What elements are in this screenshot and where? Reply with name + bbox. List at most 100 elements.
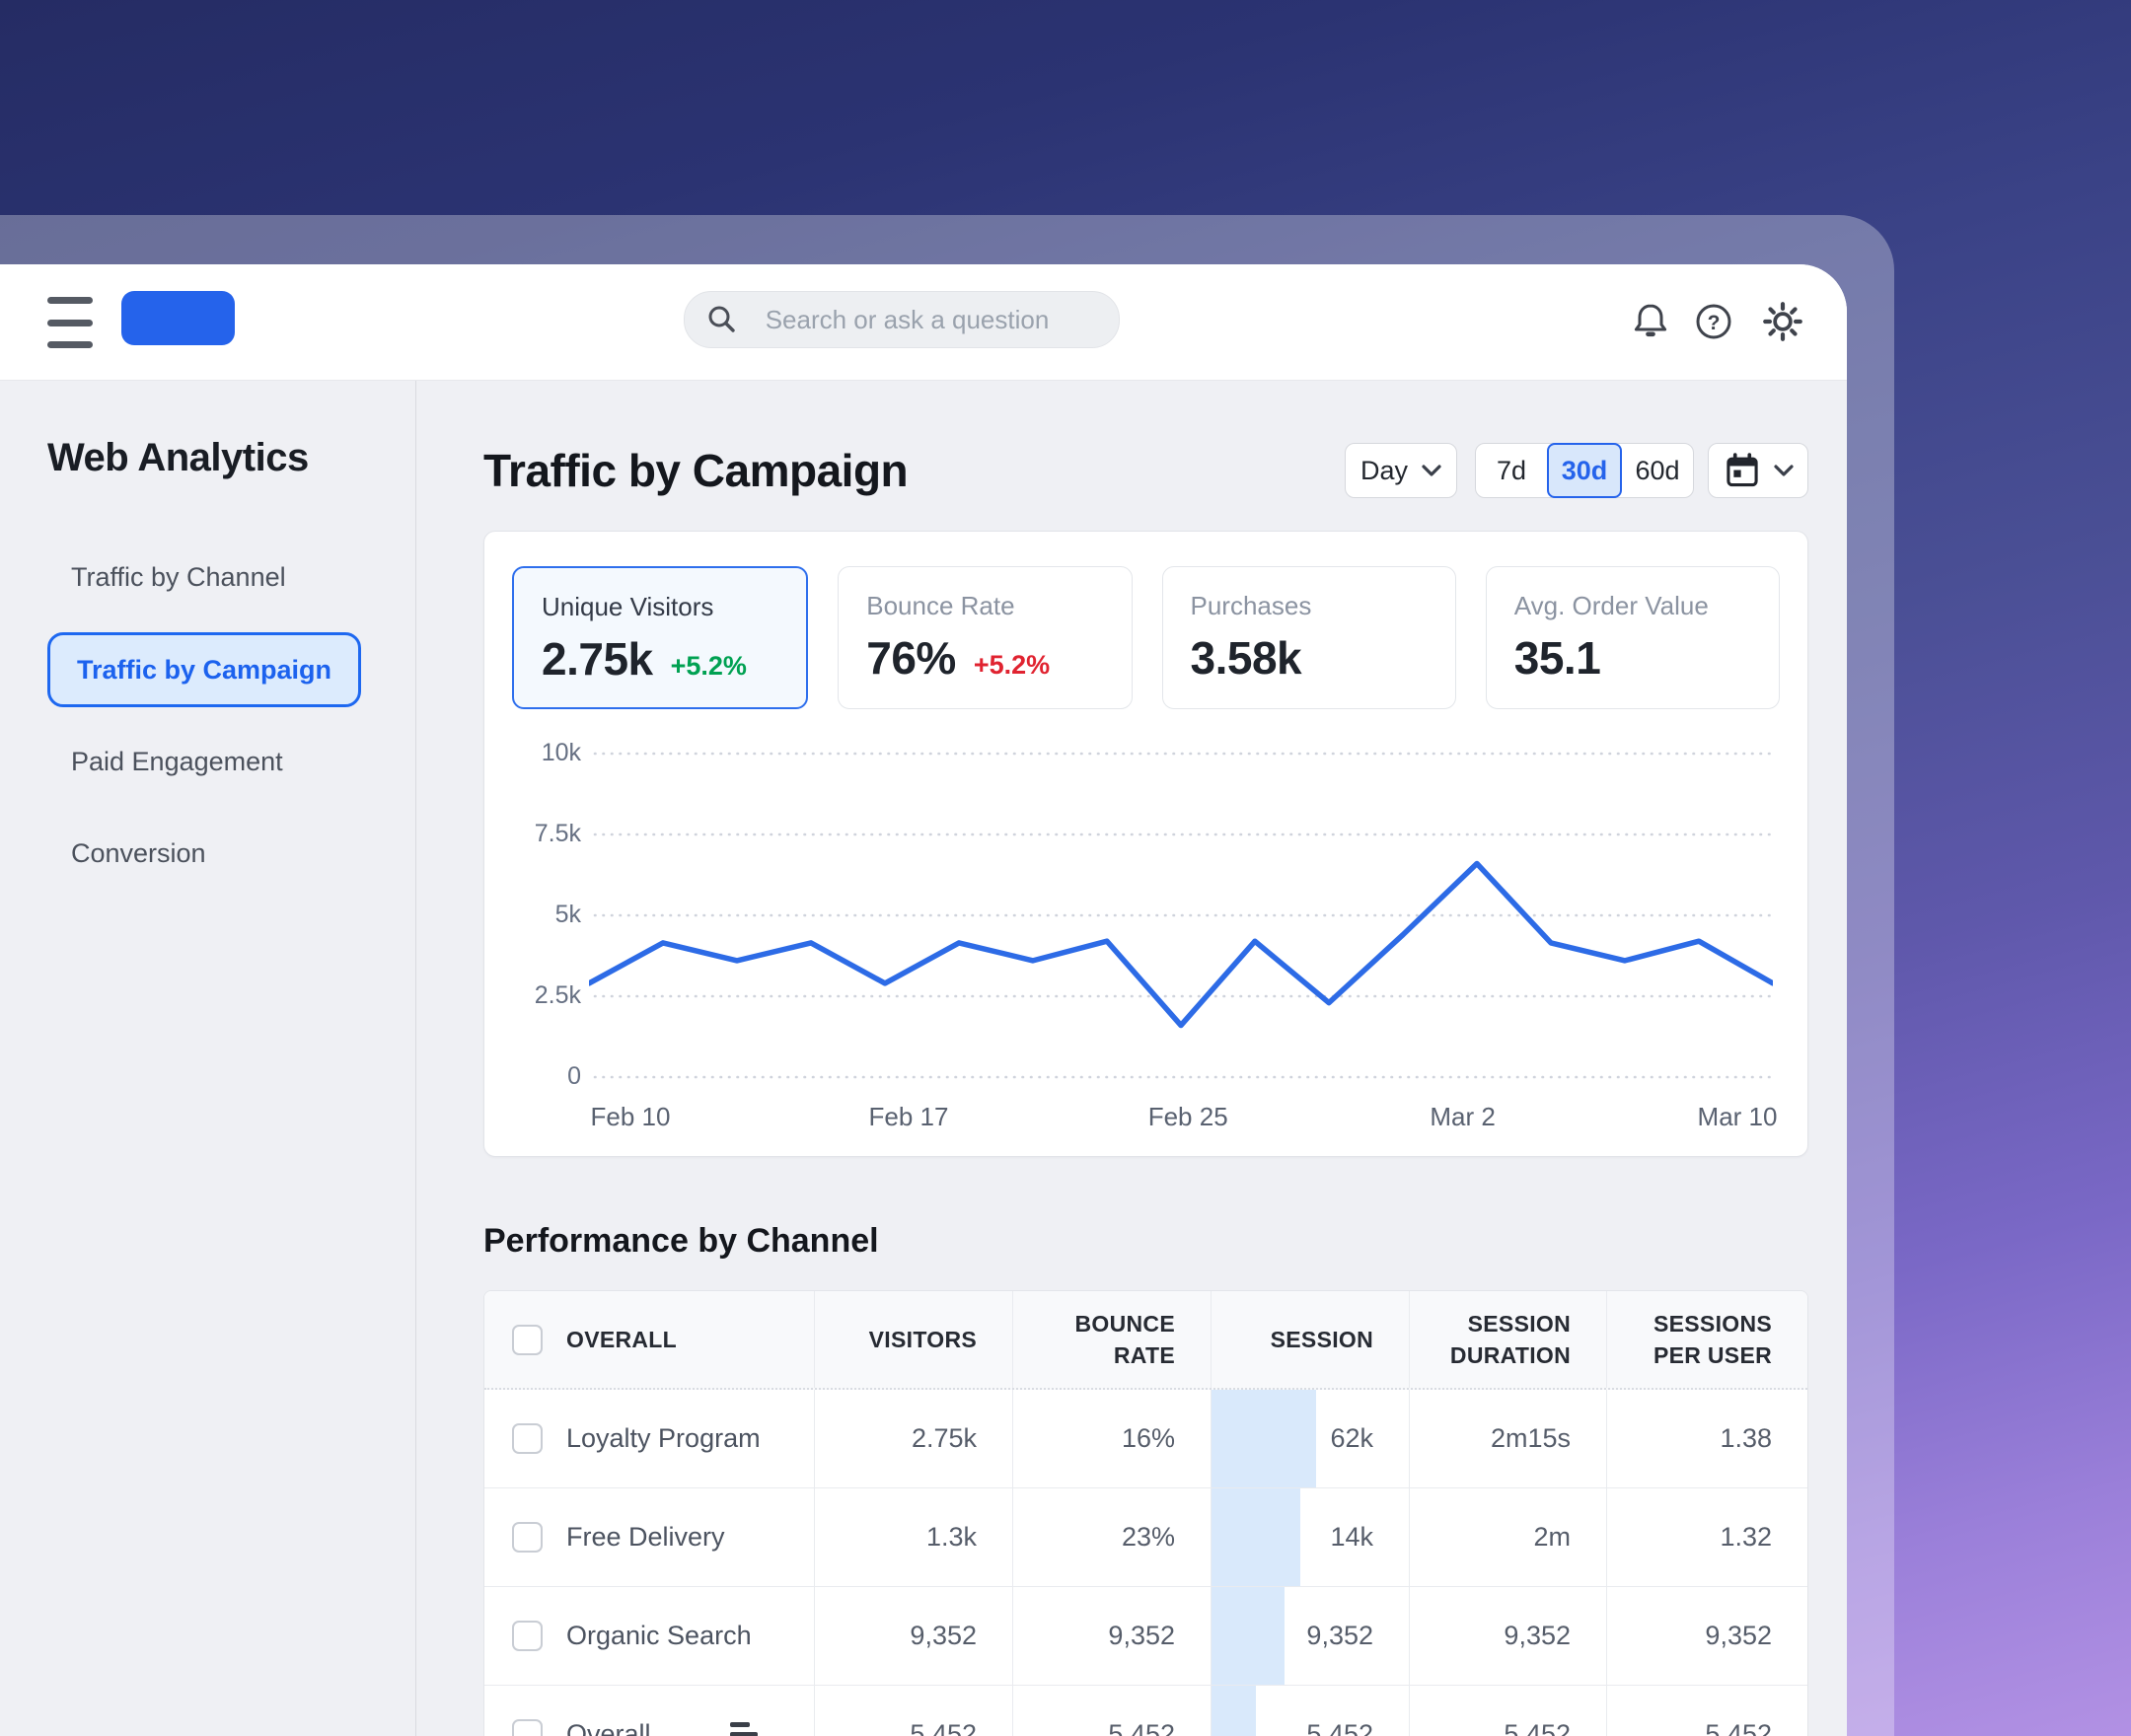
app-window: ? Web Analytics Traffic by ChannelTraffi… [0, 264, 1847, 1736]
sidebar-item-paid-engagement[interactable]: Paid Engagement [71, 747, 283, 776]
column-header-session[interactable]: SESSION [1211, 1291, 1409, 1388]
sessions-per-user-cell: 1.38 [1606, 1390, 1807, 1487]
traffic-chart-panel: Unique Visitors 2.75k +5.2% Bounce Rate 76% +… [483, 531, 1808, 1157]
search-input[interactable] [740, 303, 1128, 336]
column-header-label: OVERALL [566, 1326, 677, 1352]
metric-card-unique-visitors[interactable]: Unique Visitors 2.75k +5.2% [512, 566, 809, 709]
app-top-bar: ? [0, 264, 1847, 381]
session-duration-cell: 2m15s [1409, 1390, 1606, 1487]
row-checkbox[interactable] [512, 1423, 543, 1454]
y-axis-tick: 10k [541, 739, 581, 766]
visitors-cell: 9,352 [814, 1587, 1012, 1685]
menu-icon[interactable] [47, 297, 93, 348]
channel-cell: Organic Search [484, 1587, 814, 1685]
performance-table: OVERALL VISITORS BOUNCE RATE SESSION SESSION… [483, 1290, 1808, 1736]
metric-value: 35.1 [1513, 632, 1601, 684]
cell-value: 1.38 [1720, 1423, 1772, 1453]
sidebar-title: Web Analytics [47, 436, 309, 479]
metric-card-bounce-rate[interactable]: Bounce Rate 76% +5.2% [838, 566, 1133, 709]
column-header-label: SESSION [1270, 1326, 1373, 1352]
cell-value: 5,452 [1108, 1719, 1175, 1736]
app-content: Web Analytics Traffic by Channel Traffic … [0, 381, 1847, 1736]
x-axis-tick: Mar 2 [1430, 1102, 1496, 1131]
metric-label: Bounce Rate [866, 591, 1015, 620]
range-button-60d[interactable]: 60d [1635, 455, 1680, 485]
metric-cards: Unique Visitors 2.75k +5.2% Bounce Rate 76% +… [512, 566, 1780, 709]
sessions-per-user-cell: 5,452 [1606, 1686, 1807, 1736]
sidebar-item-conversion[interactable]: Conversion [71, 838, 206, 868]
channel-cell: Loyalty Program [484, 1390, 814, 1487]
cell-value: 2m15s [1490, 1423, 1571, 1453]
session-bar [1212, 1488, 1300, 1586]
column-header-bounce-rate[interactable]: BOUNCE RATE [1012, 1291, 1211, 1388]
table-row-loyalty-program[interactable]: Loyalty Program 2.75k 16% 62k 2m15s 1.38 [484, 1390, 1807, 1488]
metric-value: 3.58k [1190, 632, 1302, 684]
visitors-cell: 5,452 [814, 1686, 1012, 1736]
metric-card-avg-order-value[interactable]: Avg. Order Value 35.1 [1485, 566, 1780, 709]
table-row-overall[interactable]: Overall 5,452 5,452 5,452 5,452 5,452 [484, 1686, 1807, 1736]
help-button[interactable]: ? [1689, 297, 1738, 346]
sessions-per-user-cell: 1.32 [1606, 1488, 1807, 1586]
visitors-cell: 1.3k [814, 1488, 1012, 1586]
channel-cell: Free Delivery [484, 1488, 814, 1586]
range-button-7d[interactable]: 7d [1496, 455, 1527, 485]
cell-value: 5,452 [1705, 1719, 1772, 1736]
granularity-label: Day [1359, 455, 1408, 485]
row-checkbox[interactable] [512, 1719, 543, 1736]
cell-value: 5,452 [1306, 1719, 1373, 1736]
global-search[interactable] [684, 291, 1128, 348]
select-all-checkbox[interactable] [512, 1324, 543, 1355]
cell-value: 1.3k [925, 1522, 977, 1552]
cell-value: 23% [1121, 1522, 1175, 1552]
column-header-overall[interactable]: OVERALL [484, 1291, 814, 1388]
column-header-sessions-per-user[interactable]: SESSIONS PER USER [1606, 1291, 1807, 1388]
sessions-per-user-cell: 9,352 [1606, 1587, 1807, 1685]
notifications-button[interactable] [1626, 297, 1675, 346]
metric-label: Unique Visitors [542, 592, 714, 621]
range-button-30d[interactable]: 30d [1547, 443, 1622, 498]
column-header-label: BOUNCE RATE [1074, 1310, 1175, 1368]
metric-value: 2.75k [542, 633, 653, 685]
cell-value: 5,452 [910, 1719, 977, 1736]
row-checkbox[interactable] [512, 1621, 543, 1651]
sidebar-item-traffic-by-channel[interactable]: Traffic by Channel [71, 562, 286, 592]
sidebar-item-traffic-by-campaign[interactable]: Traffic by Campaign [47, 632, 361, 707]
app-logo[interactable] [121, 291, 235, 345]
channel-name: Free Delivery [566, 1522, 725, 1552]
sidebar-nav: Traffic by Channel Traffic by Campaign Pai… [0, 532, 415, 900]
visitors-line-series [589, 860, 1773, 1029]
cell-value: 9,352 [910, 1621, 977, 1650]
chevron-down-icon [1774, 464, 1794, 476]
bounce-rate-cell: 9,352 [1012, 1587, 1211, 1685]
table-row-free-delivery[interactable]: Free Delivery 1.3k 23% 14k 2m 1.32 [484, 1488, 1807, 1587]
bounce-rate-cell: 23% [1012, 1488, 1211, 1586]
table-row-organic-search[interactable]: Organic Search 9,352 9,352 9,352 9,352 9,352 [484, 1587, 1807, 1686]
cell-value: 62k [1330, 1423, 1373, 1453]
metric-delta: +5.2% [670, 651, 747, 681]
cell-value: 9,352 [1306, 1621, 1373, 1650]
cell-value: 16% [1121, 1423, 1175, 1453]
row-checkbox[interactable] [512, 1522, 543, 1553]
page-title: Traffic by Campaign [483, 445, 909, 496]
range-segmented-control: 7d 30d 60d [1475, 443, 1694, 498]
session-cell: 5,452 [1211, 1686, 1409, 1736]
session-bar [1212, 1587, 1285, 1685]
session-duration-cell: 2m [1409, 1488, 1606, 1586]
cell-value: 2.75k [911, 1423, 977, 1453]
cell-value: 9,352 [1504, 1621, 1571, 1650]
granularity-dropdown[interactable]: Day [1345, 443, 1457, 498]
x-axis-tick: Feb 17 [868, 1102, 949, 1131]
sort-icon[interactable] [729, 1722, 758, 1736]
cell-value: 9,352 [1705, 1621, 1772, 1650]
line-chart [589, 752, 1773, 1079]
metric-label: Avg. Order Value [1513, 591, 1709, 620]
metric-card-purchases[interactable]: Purchases 3.58k [1161, 566, 1456, 709]
column-header-visitors[interactable]: VISITORS [814, 1291, 1012, 1388]
table-header-row: OVERALL VISITORS BOUNCE RATE SESSION SESSION… [484, 1291, 1807, 1390]
column-header-session-duration[interactable]: SESSION DURATION [1409, 1291, 1606, 1388]
sidebar: Web Analytics Traffic by Channel Traffic … [0, 381, 416, 1736]
session-bar [1212, 1390, 1316, 1487]
settings-button[interactable] [1758, 297, 1807, 346]
date-picker-button[interactable] [1708, 443, 1808, 498]
session-bar [1212, 1686, 1256, 1736]
